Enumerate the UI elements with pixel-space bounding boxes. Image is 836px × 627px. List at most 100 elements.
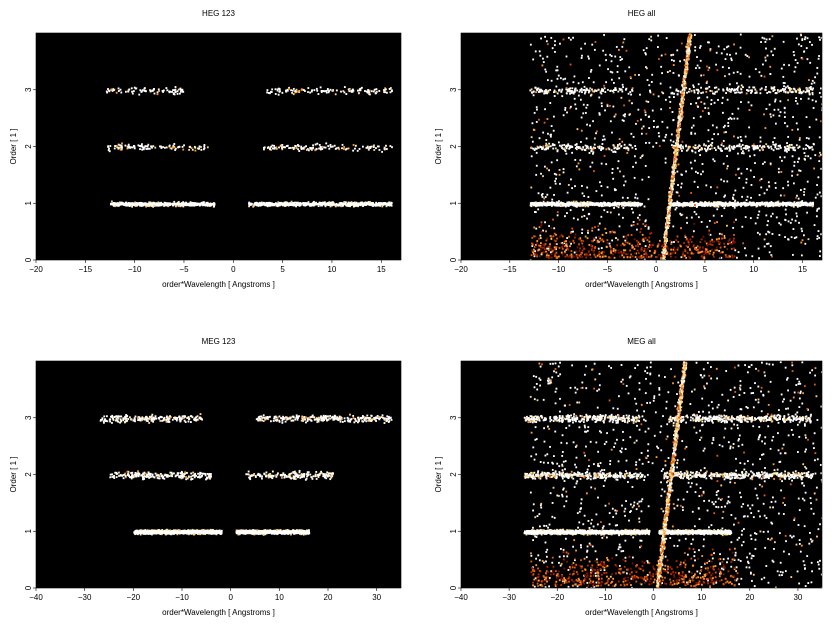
event-point <box>569 92 571 95</box>
event-point <box>730 145 733 148</box>
event-point <box>789 201 792 204</box>
event-point <box>303 146 306 149</box>
event-point <box>590 150 593 152</box>
event-point <box>607 88 609 91</box>
event-point <box>612 177 615 180</box>
event-point <box>534 204 537 207</box>
event-point <box>544 196 547 198</box>
event-point <box>622 206 625 209</box>
event-point <box>108 147 110 150</box>
event-point <box>643 250 646 252</box>
event-point <box>794 149 797 152</box>
event-point <box>708 66 711 69</box>
event-point <box>697 251 700 254</box>
event-point <box>697 216 700 219</box>
event-point <box>207 203 209 206</box>
event-point <box>304 90 306 92</box>
event-point <box>353 202 355 204</box>
event-point <box>706 80 708 83</box>
event-point <box>191 148 194 151</box>
event-point <box>571 187 574 190</box>
event-point <box>770 254 773 257</box>
event-point <box>787 86 790 89</box>
event-point <box>275 203 278 206</box>
event-point <box>296 90 298 93</box>
event-point <box>719 202 722 205</box>
event-point <box>574 204 577 207</box>
event-point <box>733 247 736 250</box>
event-point <box>721 251 724 254</box>
event-point <box>608 148 611 151</box>
event-point <box>774 146 777 149</box>
event-point <box>601 88 603 91</box>
event-point <box>752 148 755 151</box>
event-point <box>530 136 533 139</box>
event-point <box>133 203 136 206</box>
event-point <box>783 89 785 92</box>
event-point <box>710 147 713 150</box>
event-point <box>773 137 776 139</box>
event-point <box>626 151 629 154</box>
event-points <box>529 33 822 260</box>
event-point <box>206 146 209 149</box>
event-point <box>560 204 562 207</box>
event-point <box>810 82 813 85</box>
event-point <box>730 59 733 62</box>
event-point <box>126 204 129 207</box>
event-point <box>540 146 542 149</box>
event-point <box>778 205 781 207</box>
event-point <box>180 202 183 204</box>
event-point <box>581 249 584 252</box>
event-point <box>693 222 696 225</box>
event-point <box>605 163 608 166</box>
event-point <box>708 41 710 44</box>
event-point <box>334 93 337 96</box>
event-point <box>598 112 601 115</box>
event-point <box>792 146 794 149</box>
event-point <box>618 87 621 90</box>
event-point <box>546 167 548 170</box>
event-point <box>582 89 585 92</box>
event-point <box>541 202 544 205</box>
event-point <box>609 245 612 248</box>
event-point <box>335 202 338 205</box>
event-point <box>635 228 638 231</box>
event-point <box>347 88 350 91</box>
event-point <box>614 251 617 254</box>
event-point <box>699 45 702 48</box>
event-point <box>205 201 208 204</box>
event-point <box>672 204 675 207</box>
event-point <box>739 46 742 49</box>
event-point <box>357 204 359 206</box>
event-point <box>631 87 634 90</box>
event-point <box>798 157 801 160</box>
event-point <box>709 148 711 151</box>
event-point <box>539 242 542 245</box>
event-point <box>552 115 555 118</box>
event-point <box>750 204 753 207</box>
event-point <box>791 174 793 177</box>
event-point <box>267 146 270 149</box>
event-point <box>624 113 626 116</box>
event-point <box>291 146 294 149</box>
event-point <box>576 256 579 259</box>
event-point <box>138 145 141 147</box>
event-point <box>334 147 337 150</box>
event-point <box>607 147 610 150</box>
event-point <box>675 203 678 206</box>
event-point <box>599 256 602 259</box>
event-point <box>533 149 536 151</box>
event-point <box>667 247 670 250</box>
event-point <box>676 49 679 52</box>
event-point <box>670 252 673 255</box>
event-point <box>731 112 734 115</box>
event-point <box>793 161 796 164</box>
event-point <box>623 143 626 146</box>
event-point <box>334 205 337 208</box>
event-point <box>621 196 624 199</box>
event-point <box>732 71 735 74</box>
event-point <box>381 150 384 153</box>
event-point <box>549 186 552 189</box>
event-point <box>345 147 348 150</box>
event-point <box>764 88 767 91</box>
